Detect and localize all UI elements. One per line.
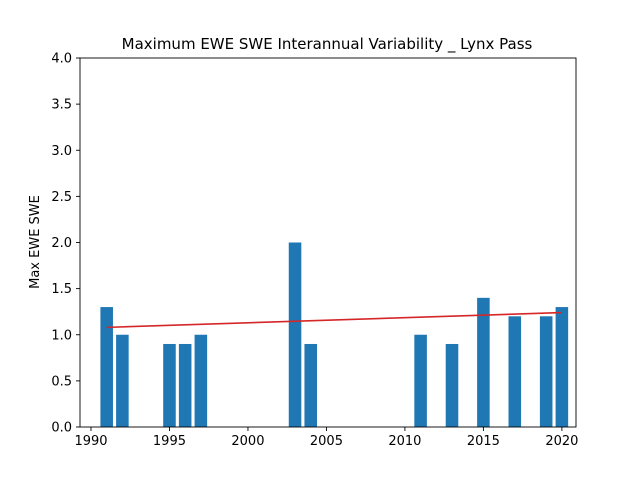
x-tick-label-2015: 2015 [467, 434, 500, 449]
axes-group: 1990 1995 2000 2005 2010 2015 2020 0.0 0.5 1.0 1.5… [51, 52, 578, 450]
x-tick-label-2000: 2000 [231, 434, 264, 449]
y-tick-label-1: 1.0 [51, 328, 72, 343]
plot-frame [79, 57, 577, 428]
y-tick-label-4: 4.0 [51, 52, 72, 67]
y-tick-label-3.5: 3.5 [51, 98, 72, 113]
y-tick-label-1.5: 1.5 [51, 282, 72, 297]
bar-1991 [100, 307, 113, 427]
bar-2019 [539, 316, 553, 427]
bar-2003 [288, 242, 302, 427]
y-tick-label-2.5: 2.5 [51, 190, 72, 205]
bar-2011 [414, 334, 427, 427]
bar-2017 [508, 316, 522, 427]
chart-title: Maximum EWE SWE Interannual Variability … [122, 35, 533, 54]
bar-2013 [445, 343, 459, 427]
y-tick-label-0: 0.0 [51, 421, 72, 436]
x-tick-label-2020: 2020 [545, 434, 578, 449]
bars-group [100, 242, 569, 427]
bar-1995 [163, 343, 176, 427]
y-tick-label-2: 2.0 [51, 236, 72, 251]
y-tick-label-0.5: 0.5 [51, 374, 72, 389]
y-tick-label-3: 3.0 [51, 144, 72, 159]
trend-line [106, 311, 562, 329]
x-tick-label-1995: 1995 [153, 434, 186, 449]
bar-2020 [555, 307, 569, 427]
x-tick-label-2010: 2010 [388, 434, 421, 449]
y-axis-label: Max EWE SWE [28, 195, 43, 289]
x-tick-label-1990: 1990 [74, 434, 107, 449]
bar-1997 [194, 334, 208, 427]
bar-2004 [304, 343, 318, 427]
bar-1992 [116, 334, 129, 427]
x-tick-label-2005: 2005 [310, 434, 343, 449]
bar-1996 [178, 343, 192, 427]
bar-2015 [477, 297, 490, 427]
trend-group [106, 311, 562, 329]
